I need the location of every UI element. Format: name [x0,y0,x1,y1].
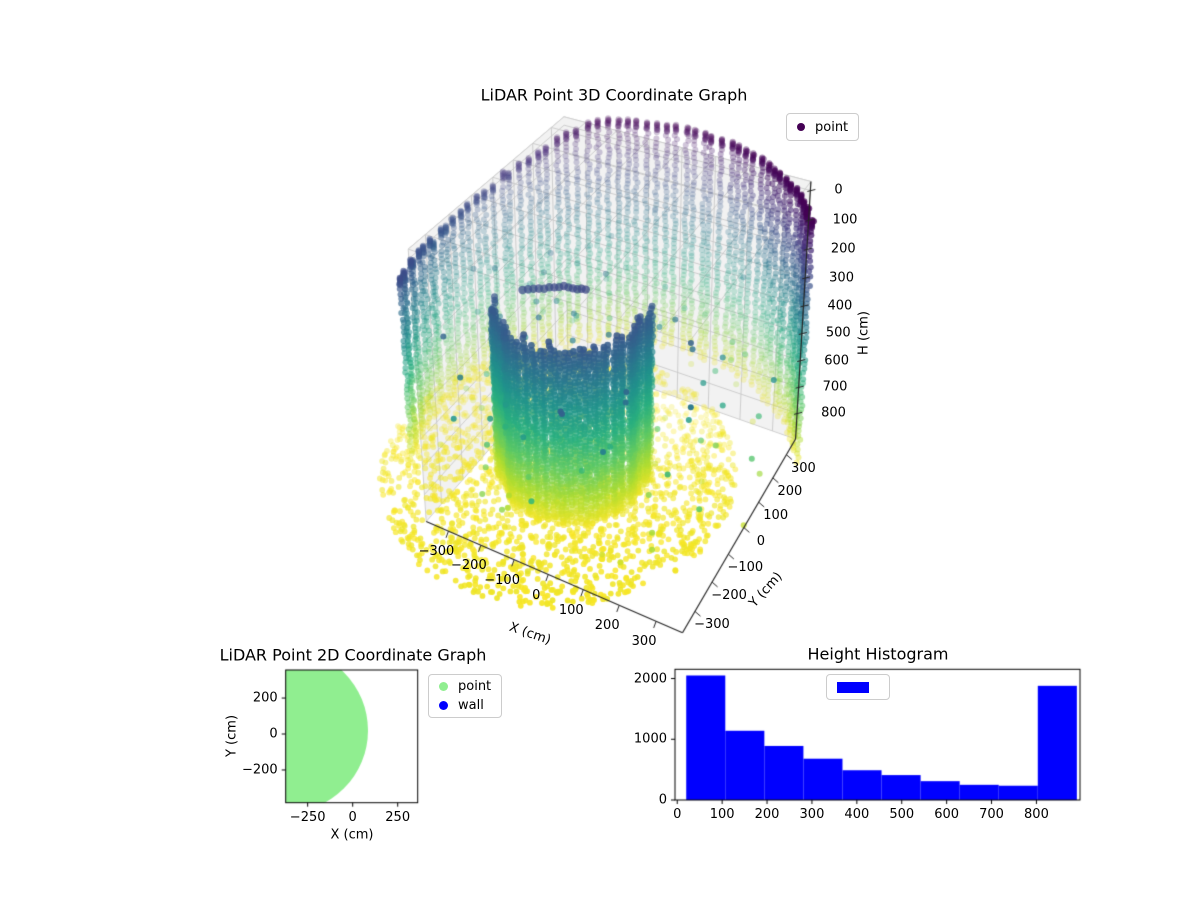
tick-label: 100 [709,807,735,822]
plot2d-ylabel: Y (cm) [224,714,240,758]
tick-label: 0 [673,807,682,822]
tick-label: 800 [1024,807,1049,822]
tick-label: 0 [269,726,278,742]
plot2d-title: LiDAR Point 2D Coordinate Graph [219,645,487,665]
tick-label: 0 [756,533,766,549]
tick-label: 600 [824,353,850,369]
point-marker-icon [439,682,448,691]
tick-label: 100 [763,508,789,524]
tick-label: 300 [799,807,825,822]
legend-item-wall: wall [439,698,491,713]
plot3d-zlabel: H (cm) [856,311,872,355]
tick-label: −200 [451,558,487,574]
tick-label: 0 [532,587,541,603]
tick-label: −100 [727,560,764,576]
tick-label: 400 [827,298,853,314]
tick-label: −100 [484,572,520,588]
tick-label: 200 [252,690,278,706]
legend-item-point: point [797,120,848,135]
tick-label: 0 [834,182,843,198]
legend-label: wall [458,698,484,713]
tick-label: 100 [832,212,858,228]
tick-label: 200 [777,483,803,499]
plot3d-title: LiDAR Point 3D Coordinate Graph [480,85,748,105]
tick-label: −200 [241,762,278,778]
tick-label: 200 [594,618,620,634]
plot2d-xlabel: X (cm) [330,827,374,843]
tick-label: 100 [558,602,584,618]
tick-label: −300 [418,544,455,560]
tick-label: 500 [825,325,851,341]
tick-label: −300 [694,617,730,633]
tick-label: 1000 [633,731,667,747]
hist-title: Height Histogram [807,644,949,664]
plot3d-legend: point [786,113,860,141]
tick-label: 300 [790,460,816,476]
legend-item-point: point [439,679,491,694]
legend-label: point [815,119,849,135]
tick-label: 700 [979,807,1004,822]
tick-label: 2000 [633,671,667,687]
point-marker-icon [797,123,805,131]
tick-label: 700 [822,379,848,395]
tick-label: 500 [889,807,915,822]
height-swatch-icon [837,681,869,693]
tick-label: 200 [754,807,780,822]
legend-label: point [458,679,492,694]
tick-label: 0 [658,792,667,808]
tick-label: 600 [934,807,960,822]
tick-label: 800 [821,405,846,421]
legend-item-height [837,681,879,693]
tick-label: −200 [711,588,747,604]
tick-label: −250 [289,809,326,825]
tick-label: 400 [844,807,870,822]
plot2d-legend: point wall [428,674,503,718]
tick-label: 250 [385,809,411,825]
wall-marker-icon [439,701,448,710]
hist-legend [826,674,890,700]
tick-label: 0 [348,809,357,825]
tick-label: 300 [631,634,657,650]
tick-label: 300 [829,270,854,286]
tick-label: 200 [830,241,856,257]
